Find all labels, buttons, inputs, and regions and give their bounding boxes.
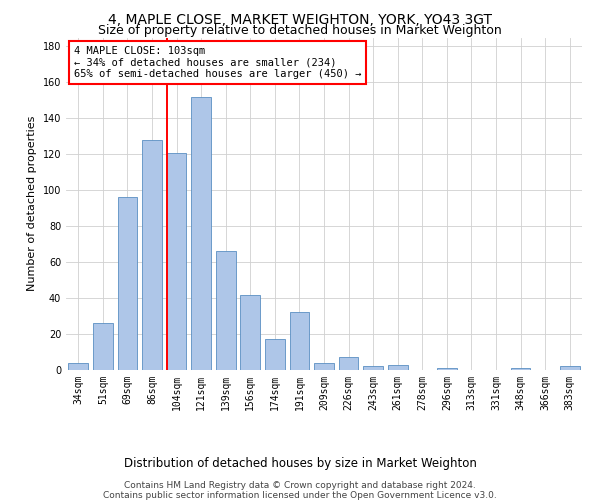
Bar <box>118 198 137 370</box>
Bar <box>68 363 88 370</box>
Bar <box>560 366 580 370</box>
Bar <box>511 368 530 370</box>
Bar <box>339 358 358 370</box>
Bar <box>290 312 309 370</box>
Text: Contains public sector information licensed under the Open Government Licence v3: Contains public sector information licen… <box>103 491 497 500</box>
Text: Distribution of detached houses by size in Market Weighton: Distribution of detached houses by size … <box>124 458 476 470</box>
Text: 4 MAPLE CLOSE: 103sqm
← 34% of detached houses are smaller (234)
65% of semi-det: 4 MAPLE CLOSE: 103sqm ← 34% of detached … <box>74 46 361 79</box>
Y-axis label: Number of detached properties: Number of detached properties <box>27 116 37 292</box>
Bar <box>167 152 187 370</box>
Bar <box>388 364 407 370</box>
Bar <box>142 140 162 370</box>
Bar <box>437 368 457 370</box>
Bar <box>191 97 211 370</box>
Bar <box>216 252 236 370</box>
Text: 4, MAPLE CLOSE, MARKET WEIGHTON, YORK, YO43 3GT: 4, MAPLE CLOSE, MARKET WEIGHTON, YORK, Y… <box>108 12 492 26</box>
Bar <box>314 363 334 370</box>
Bar <box>265 340 284 370</box>
Text: Size of property relative to detached houses in Market Weighton: Size of property relative to detached ho… <box>98 24 502 37</box>
Bar <box>364 366 383 370</box>
Text: Contains HM Land Registry data © Crown copyright and database right 2024.: Contains HM Land Registry data © Crown c… <box>124 481 476 490</box>
Bar <box>241 294 260 370</box>
Bar <box>93 324 113 370</box>
